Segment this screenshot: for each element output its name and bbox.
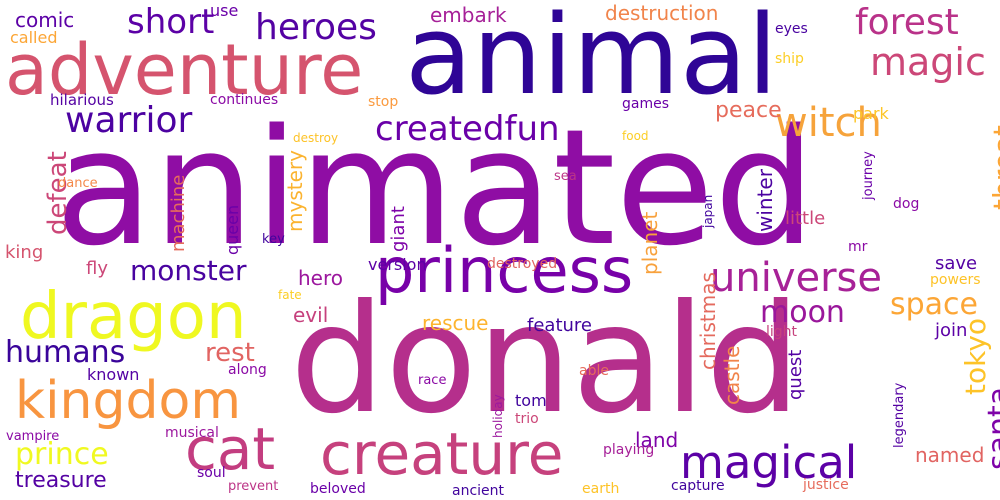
word-ancient: ancient: [452, 483, 505, 499]
word-hilarious: hilarious: [50, 91, 114, 109]
word-park: park: [853, 104, 889, 123]
word-heroes: heroes: [255, 7, 377, 48]
word-king: king: [5, 242, 44, 263]
word-able: able: [579, 363, 609, 379]
word-key: key: [262, 232, 285, 247]
word-use: use: [210, 1, 239, 20]
word-universe: universe: [710, 255, 882, 301]
word-capture: capture: [671, 478, 725, 494]
word-queen: queen: [223, 204, 242, 255]
word-join: join: [935, 320, 968, 341]
word-monster: monster: [130, 254, 247, 287]
word-powers: powers: [930, 272, 981, 288]
word-vampire: vampire: [6, 429, 60, 444]
word-playing: playing: [603, 442, 655, 458]
word-eyes: eyes: [775, 21, 808, 37]
word-princess: princess: [375, 234, 634, 307]
word-japan: japan: [701, 194, 715, 228]
word-magic: magic: [870, 40, 986, 84]
word-food: food: [622, 129, 649, 143]
word-destroy: destroy: [293, 131, 339, 145]
word-justice: justice: [803, 477, 849, 493]
word-humans: humans: [5, 335, 126, 370]
word-dragon: dragon: [20, 280, 247, 354]
word-donald: donald: [290, 273, 801, 447]
word-defeat: defeat: [43, 151, 73, 235]
word-little: little: [785, 208, 826, 229]
word-trio: trio: [515, 411, 539, 427]
word-race: race: [418, 373, 447, 388]
word-soul: soul: [197, 465, 226, 481]
word-threat: threat: [987, 125, 1000, 210]
word-dog: dog: [893, 196, 920, 212]
word-createdfun: createdfun: [375, 109, 560, 149]
word-planet: planet: [638, 211, 662, 275]
word-short: short: [127, 2, 215, 42]
word-mystery: mystery: [283, 150, 307, 232]
word-peace: peace: [715, 98, 782, 123]
word-sea: sea: [554, 169, 577, 184]
word-treasure: treasure: [15, 468, 107, 493]
word-journey: journey: [861, 151, 876, 200]
word-adventure: adventure: [5, 29, 364, 111]
word-known: known: [87, 365, 140, 384]
word-stop: stop: [368, 94, 399, 110]
word-kingdom: kingdom: [15, 371, 242, 431]
word-destroyed: destroyed: [487, 256, 558, 272]
word-land: land: [635, 428, 679, 452]
word-prevent: prevent: [228, 479, 279, 494]
word-fly: fly: [86, 258, 108, 279]
word-witch: witch: [775, 100, 882, 146]
word-prince: prince: [15, 437, 109, 472]
word-called: called: [10, 28, 58, 47]
word-mr: mr: [848, 239, 868, 255]
word-fate: fate: [278, 288, 302, 302]
word-hero: hero: [298, 266, 343, 290]
word-rescue: rescue: [422, 311, 489, 335]
word-light: light: [766, 324, 798, 340]
word-legendary: legendary: [892, 382, 907, 448]
word-holiday: holiday: [491, 394, 505, 438]
word-dance: dance: [58, 176, 98, 191]
word-games: games: [622, 96, 670, 112]
word-winter: winter: [753, 169, 777, 232]
word-rest: rest: [205, 338, 255, 368]
word-warrior: warrior: [65, 100, 193, 141]
word-named: named: [915, 443, 985, 467]
word-musical: musical: [165, 425, 219, 441]
word-comic: comic: [15, 8, 75, 32]
word-beloved: beloved: [310, 481, 366, 497]
word-continues: continues: [210, 92, 279, 108]
word-embark: embark: [430, 3, 507, 27]
word-giant: giant: [388, 206, 409, 252]
word-creature: creature: [320, 420, 564, 488]
word-magical: magical: [680, 436, 858, 489]
word-feature: feature: [527, 315, 592, 336]
word-christmas: christmas: [696, 272, 720, 370]
word-santa: santa: [982, 386, 1000, 470]
word-save: save: [935, 253, 978, 274]
word-moon: moon: [760, 295, 845, 330]
word-along: along: [228, 362, 267, 378]
word-earth: earth: [582, 481, 620, 497]
word-evil: evil: [293, 303, 329, 327]
word-castle: castle: [720, 345, 744, 405]
word-quest: quest: [785, 349, 806, 400]
word-forest: forest: [855, 2, 959, 43]
word-space: space: [890, 287, 979, 322]
word-cat: cat: [185, 415, 276, 483]
word-animal: animal: [405, 0, 778, 119]
word-tom: tom: [515, 391, 547, 410]
word-animated: animated: [55, 94, 816, 281]
word-machine: machine: [168, 174, 189, 252]
word-destruction: destruction: [605, 1, 719, 25]
word-ship: ship: [775, 51, 804, 67]
word-version: version: [368, 255, 427, 274]
